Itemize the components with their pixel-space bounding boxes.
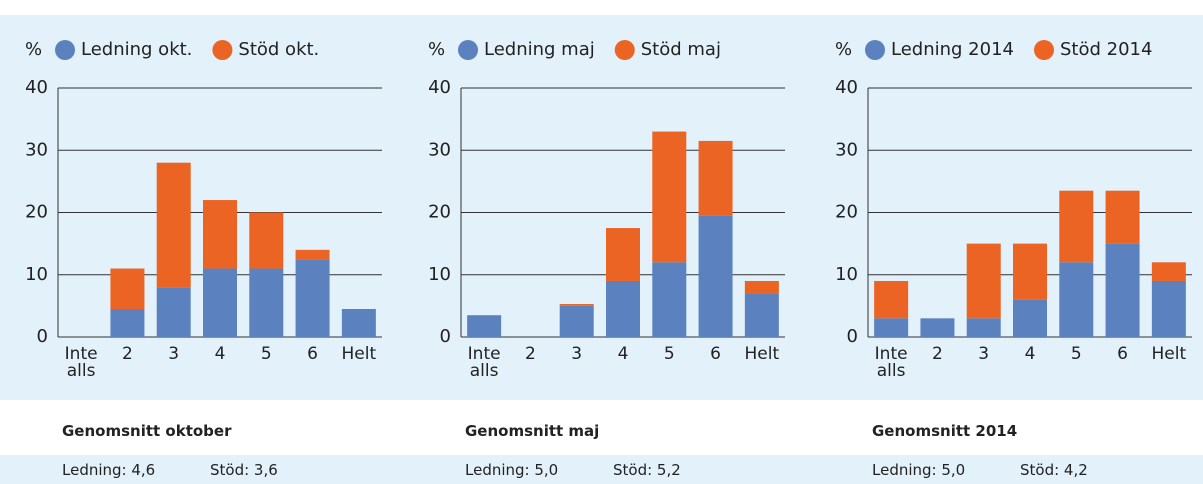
bar-segment xyxy=(1105,190,1140,244)
bar-segment xyxy=(295,259,330,337)
y-tick-label: 10 xyxy=(835,264,858,285)
bar-segment xyxy=(295,249,330,260)
bar-segment xyxy=(203,268,237,337)
y-tick-label: 10 xyxy=(428,264,451,285)
x-tick-label: Helt xyxy=(1151,344,1187,364)
bar-segment xyxy=(110,268,145,309)
y-tick-label: 30 xyxy=(25,139,48,160)
x-tick-label: 4 xyxy=(617,344,629,364)
x-tick-label: 2 xyxy=(525,344,536,364)
summary-title: Genomsnitt oktober xyxy=(62,422,232,440)
x-tick-label: 3 xyxy=(571,344,583,364)
x-tick-label: 2 xyxy=(122,344,133,364)
x-tick-label: 5 xyxy=(260,344,272,364)
bar-segment xyxy=(156,287,191,337)
y-tick-label: 30 xyxy=(835,139,858,160)
legend-label: Stöd 2014 xyxy=(1060,39,1152,60)
y-tick-label: 30 xyxy=(428,139,451,160)
legend-swatch xyxy=(865,40,885,60)
x-tick-label: 3 xyxy=(978,344,990,364)
x-tick-label: 3 xyxy=(168,344,180,364)
summary-item: Stöd: 4,2 xyxy=(1020,461,1088,479)
unit-label: % xyxy=(835,39,852,60)
summary-band xyxy=(0,455,1203,484)
x-tick-label: Helt xyxy=(744,344,780,364)
bar-segment xyxy=(1151,280,1186,337)
bar-segment xyxy=(698,215,733,337)
y-tick-label: 0 xyxy=(847,326,858,347)
bar-segment xyxy=(203,200,237,269)
y-tick-label: 40 xyxy=(835,77,858,98)
bar-segment xyxy=(110,308,145,337)
summary-item: Stöd: 3,6 xyxy=(210,461,278,479)
bar-segment xyxy=(652,131,687,263)
bar-segment xyxy=(652,262,687,337)
bar-segment xyxy=(156,162,191,288)
bar-segment xyxy=(559,304,594,306)
x-tick-label: Inte alls xyxy=(64,344,98,381)
bar-segment xyxy=(744,280,779,294)
x-tick-label: 4 xyxy=(1024,344,1036,364)
y-tick-label: 10 xyxy=(25,264,48,285)
x-tick-label: Inte alls xyxy=(467,344,501,381)
bar-segment xyxy=(249,268,284,337)
bar-segment xyxy=(1013,243,1047,300)
bar-segment xyxy=(606,280,640,337)
summary-item: Ledning: 5,0 xyxy=(465,461,559,479)
summary-title: Genomsnitt maj xyxy=(465,422,600,440)
summary-title: Genomsnitt 2014 xyxy=(872,422,1018,440)
y-tick-label: 40 xyxy=(428,77,451,98)
y-tick-label: 20 xyxy=(835,202,858,223)
bar-segment xyxy=(1059,190,1094,263)
bar-segment xyxy=(1151,262,1186,281)
bar-segment xyxy=(874,318,909,337)
unit-label: % xyxy=(25,39,42,60)
x-tick-label: 5 xyxy=(663,344,675,364)
legend-label: Ledning maj xyxy=(484,39,595,60)
y-tick-label: 0 xyxy=(440,326,451,347)
legend-label: Stöd maj xyxy=(641,39,721,60)
legend-swatch xyxy=(212,40,233,60)
bar-segment xyxy=(1105,243,1140,337)
y-tick-label: 20 xyxy=(428,202,451,223)
x-tick-label: 2 xyxy=(932,344,943,364)
legend-swatch xyxy=(614,40,635,60)
bar-segment xyxy=(920,318,955,337)
unit-label: % xyxy=(428,39,445,60)
bar-segment xyxy=(341,308,376,337)
x-tick-label: 6 xyxy=(1117,344,1128,364)
summary-item: Ledning: 4,6 xyxy=(62,461,156,479)
chart-background xyxy=(0,15,1203,400)
legend-label: Stöd okt. xyxy=(238,39,319,60)
x-tick-label: 6 xyxy=(307,344,318,364)
x-tick-label: 6 xyxy=(710,344,721,364)
legend-label: Ledning 2014 xyxy=(891,39,1014,60)
bar-segment xyxy=(698,140,733,216)
summary-item: Stöd: 5,2 xyxy=(613,461,681,479)
legend-label: Ledning okt. xyxy=(81,39,192,60)
bar-segment xyxy=(874,280,909,319)
x-tick-label: Inte alls xyxy=(874,344,908,381)
bar-segment xyxy=(606,228,640,281)
bar-segment xyxy=(1013,299,1047,337)
legend-swatch xyxy=(1034,40,1054,60)
bar-segment xyxy=(249,212,284,269)
bar-segment xyxy=(744,293,779,337)
bar-segment xyxy=(966,243,1001,319)
x-tick-label: Helt xyxy=(341,344,377,364)
y-tick-label: 0 xyxy=(37,326,48,347)
legend-swatch xyxy=(55,40,75,60)
y-tick-label: 40 xyxy=(25,77,48,98)
bar-segment xyxy=(1059,262,1094,337)
summary-item: Ledning: 5,0 xyxy=(872,461,966,479)
y-tick-label: 20 xyxy=(25,202,48,223)
bar-segment xyxy=(966,318,1001,337)
bar-segment xyxy=(559,305,594,337)
x-tick-label: 5 xyxy=(1070,344,1082,364)
x-tick-label: 4 xyxy=(214,344,226,364)
bar-segment xyxy=(467,315,502,337)
legend-swatch xyxy=(458,40,478,60)
